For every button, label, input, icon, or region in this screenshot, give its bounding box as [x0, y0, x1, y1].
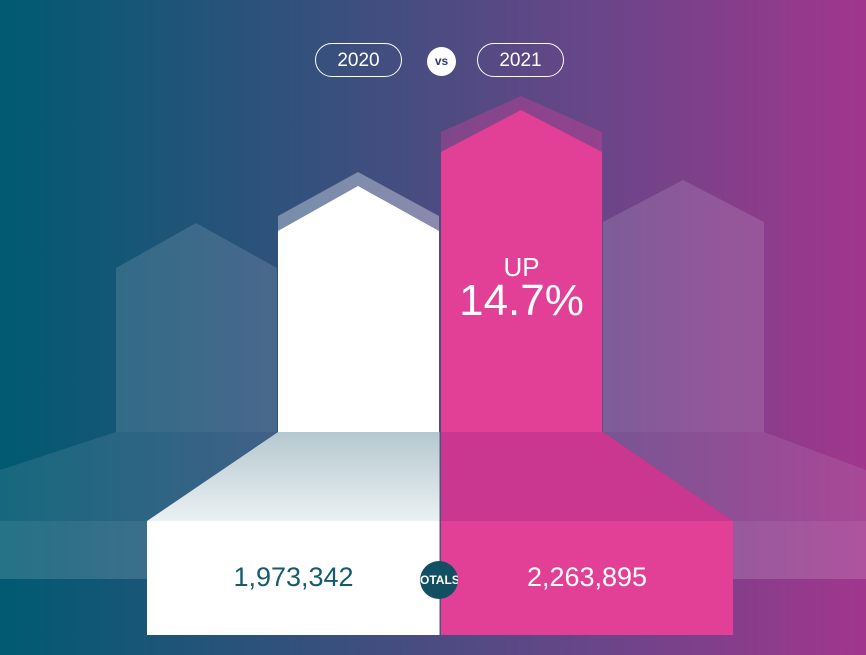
band-left [0, 521, 147, 579]
base-2021 [441, 521, 733, 635]
floor-right [603, 432, 866, 521]
floor-2021 [441, 432, 733, 521]
bar-2020 [278, 186, 439, 432]
base-2020 [147, 521, 440, 635]
year-2020-pill[interactable]: 2020 [315, 43, 402, 77]
floor-left [0, 432, 277, 521]
totals-badge: OTALS [420, 561, 458, 599]
band-right [733, 521, 866, 579]
bg-house-left [116, 223, 277, 432]
change-percent-label: 14.7% [459, 276, 584, 325]
vs-badge: vs [427, 47, 456, 76]
total-2020-value: 1,973,342 [233, 562, 354, 592]
bar-2021 [441, 110, 602, 432]
change-direction-label: UP [503, 252, 540, 282]
bg-house-right [603, 180, 764, 432]
floor-2020 [147, 432, 440, 521]
total-2021-value: 2,263,895 [526, 562, 648, 592]
year-2021-pill[interactable]: 2021 [477, 43, 564, 77]
